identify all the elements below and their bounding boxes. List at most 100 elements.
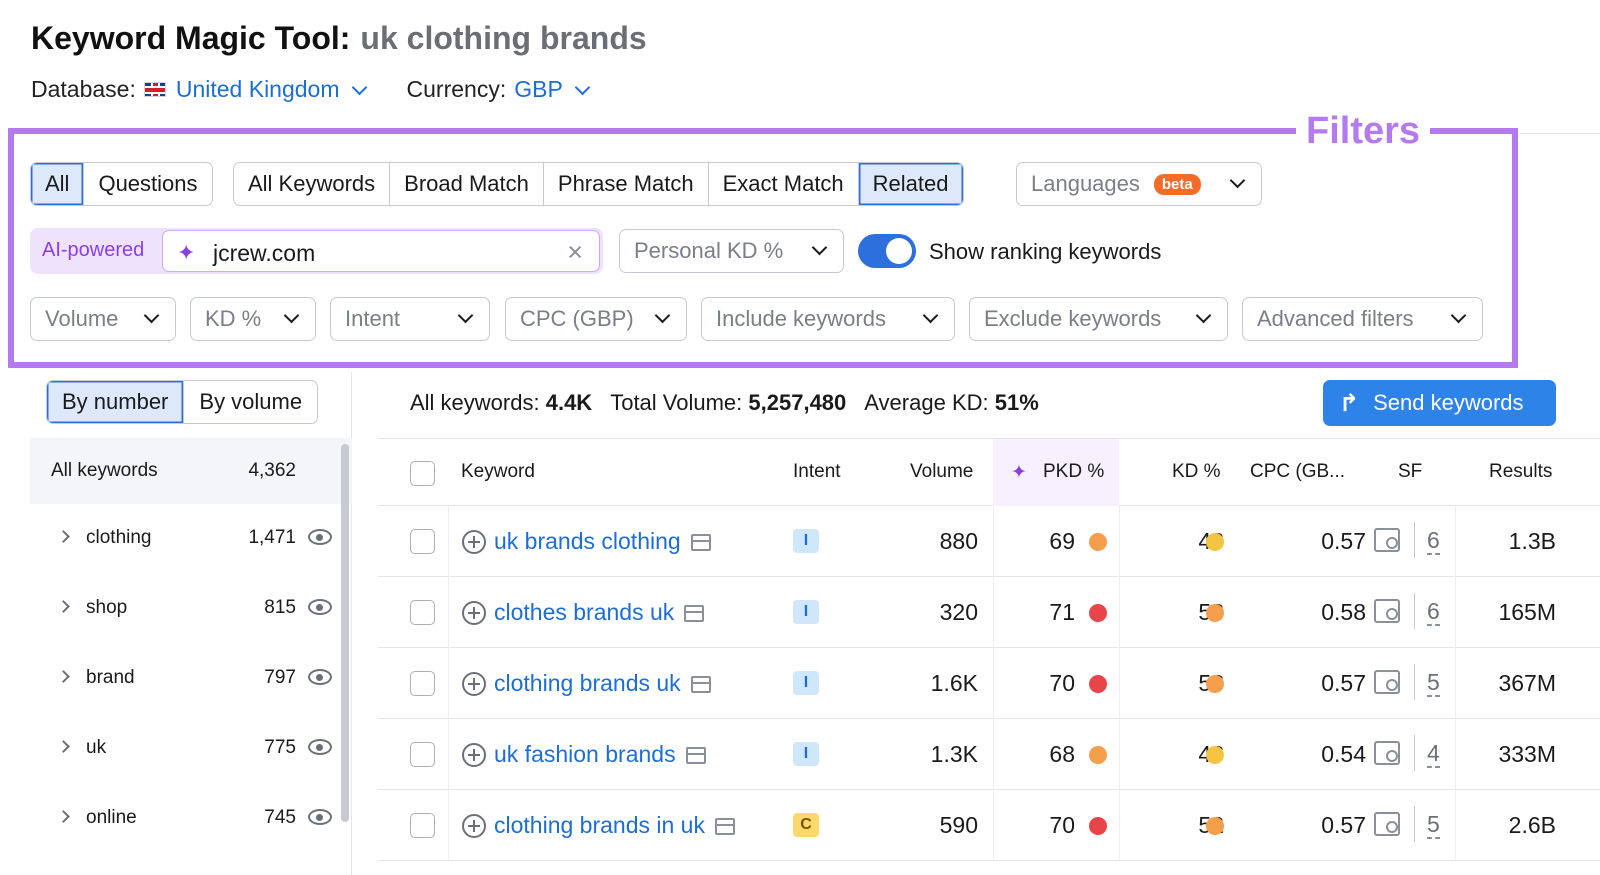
- eye-icon[interactable]: [308, 529, 332, 545]
- serp-preview-icon[interactable]: [690, 534, 711, 551]
- chevron-right-icon[interactable]: [57, 670, 70, 683]
- tab-all-keywords[interactable]: All Keywords: [234, 163, 391, 205]
- add-keyword-icon[interactable]: [462, 814, 486, 838]
- add-keyword-icon[interactable]: [462, 672, 486, 696]
- serp-features-count[interactable]: 6: [1427, 527, 1440, 555]
- database-select[interactable]: United Kingdom: [176, 76, 367, 103]
- pkd-difficulty-dot: [1089, 746, 1107, 764]
- send-keywords-button[interactable]: ↱ Send keywords: [1323, 380, 1556, 426]
- tab-by-volume[interactable]: By volume: [199, 389, 303, 414]
- sparkle-icon: ✦: [177, 240, 196, 265]
- keyword-text: clothes brands uk: [494, 599, 675, 625]
- group-count: 797: [264, 667, 296, 688]
- all-keywords-value: 4.4K: [545, 390, 593, 415]
- average-kd-value: 51%: [994, 390, 1039, 415]
- kd-dropdown[interactable]: KD %: [190, 297, 316, 341]
- serp-preview-icon[interactable]: [684, 605, 705, 622]
- serp-preview-icon[interactable]: [714, 818, 735, 835]
- serp-features-count[interactable]: 6: [1427, 598, 1440, 626]
- group-item-uk[interactable]: uk 775: [30, 714, 352, 784]
- kd-difficulty-dot: [1206, 604, 1224, 622]
- tab-phrase-match[interactable]: Phrase Match: [544, 163, 709, 205]
- group-count: 1,471: [248, 527, 296, 548]
- tab-broad-match[interactable]: Broad Match: [390, 163, 544, 205]
- eye-icon[interactable]: [308, 599, 332, 615]
- column-header-pkd[interactable]: PKD %: [1043, 461, 1105, 482]
- personal-kd-dropdown[interactable]: Personal KD %: [619, 229, 844, 273]
- serp-features-icon[interactable]: [1374, 812, 1400, 836]
- cpc-dropdown[interactable]: CPC (GBP): [505, 297, 687, 341]
- serp-preview-icon[interactable]: [685, 747, 706, 764]
- keyword-text: uk brands clothing: [494, 528, 681, 554]
- chevron-right-icon[interactable]: [57, 810, 70, 823]
- pkd-column-highlight: [993, 439, 1119, 506]
- serp-features-icon[interactable]: [1374, 741, 1400, 765]
- add-keyword-icon[interactable]: [462, 743, 486, 767]
- keyword-link[interactable]: uk brands clothing: [494, 528, 711, 555]
- column-header-results[interactable]: Results: [1489, 461, 1553, 482]
- column-header-intent[interactable]: Intent: [793, 461, 841, 482]
- eye-icon[interactable]: [308, 739, 332, 755]
- cpc-value: 0.57: [1321, 812, 1366, 838]
- group-count: 4,362: [248, 460, 296, 481]
- kd-difficulty-dot: [1206, 533, 1224, 551]
- serp-preview-icon[interactable]: [690, 676, 711, 693]
- column-header-keyword[interactable]: Keyword: [461, 461, 535, 482]
- keyword-link[interactable]: clothing brands in uk: [494, 812, 735, 839]
- tab-all[interactable]: All: [31, 163, 85, 205]
- column-header-cpc[interactable]: CPC (GB...: [1250, 461, 1346, 482]
- row-checkbox[interactable]: [410, 671, 435, 696]
- include-keywords-dropdown[interactable]: Include keywords: [701, 297, 955, 341]
- intent-dropdown[interactable]: Intent: [330, 297, 490, 341]
- all-keywords-group[interactable]: All keywords 4,362: [30, 438, 352, 504]
- serp-features-icon[interactable]: [1374, 670, 1400, 694]
- competitor-domain-input[interactable]: ✦ jcrew.com ×: [162, 230, 600, 272]
- group-item-online[interactable]: online 745: [30, 784, 352, 854]
- row-checkbox[interactable]: [410, 529, 435, 554]
- row-checkbox[interactable]: [410, 600, 435, 625]
- exclude-keywords-label: Exclude keywords: [984, 306, 1162, 331]
- tab-by-number[interactable]: By number: [47, 381, 185, 423]
- volume-value: 590: [939, 812, 978, 838]
- column-header-sf[interactable]: SF: [1398, 461, 1423, 482]
- tab-questions[interactable]: Questions: [98, 171, 198, 196]
- serp-features-icon[interactable]: [1374, 599, 1400, 623]
- serp-features-count[interactable]: 5: [1427, 669, 1440, 697]
- group-item-clothing[interactable]: clothing 1,471: [30, 504, 352, 574]
- tab-related[interactable]: Related: [858, 163, 963, 205]
- keyword-link[interactable]: clothing brands uk: [494, 670, 711, 697]
- languages-dropdown[interactable]: Languages beta: [1016, 162, 1262, 206]
- keyword-link[interactable]: uk fashion brands: [494, 741, 706, 768]
- tab-exact-match[interactable]: Exact Match: [709, 163, 859, 205]
- group-item-shop[interactable]: shop 815: [30, 574, 352, 644]
- column-header-volume[interactable]: Volume: [910, 461, 974, 482]
- volume-dropdown[interactable]: Volume: [30, 297, 176, 341]
- exclude-keywords-dropdown[interactable]: Exclude keywords: [969, 297, 1228, 341]
- eye-icon[interactable]: [308, 669, 332, 685]
- chevron-right-icon[interactable]: [57, 600, 70, 613]
- add-keyword-icon[interactable]: [462, 601, 486, 625]
- chevron-right-icon[interactable]: [57, 740, 70, 753]
- chevron-down-icon: [1229, 172, 1246, 189]
- keyword-link[interactable]: clothes brands uk: [494, 599, 705, 626]
- serp-features-icon[interactable]: [1374, 528, 1400, 552]
- add-keyword-icon[interactable]: [462, 530, 486, 554]
- advanced-filters-dropdown[interactable]: Advanced filters: [1242, 297, 1483, 341]
- show-ranking-toggle[interactable]: [858, 234, 916, 268]
- serp-features-count[interactable]: 4: [1427, 740, 1440, 768]
- pkd-value: 70: [1049, 812, 1075, 838]
- intent-badge: I: [793, 671, 819, 695]
- column-header-kd[interactable]: KD %: [1172, 461, 1221, 482]
- chevron-right-icon[interactable]: [57, 530, 70, 543]
- row-checkbox[interactable]: [410, 813, 435, 838]
- select-all-checkbox[interactable]: [410, 461, 435, 486]
- sidebar-scrollbar[interactable]: [341, 444, 349, 822]
- serp-features-count[interactable]: 5: [1427, 811, 1440, 839]
- row-checkbox[interactable]: [410, 742, 435, 767]
- table-row: clothing brands uk I 1.6K 70 53 0.57 5 3…: [378, 648, 1600, 719]
- chevron-down-icon: [143, 307, 160, 324]
- currency-select[interactable]: GBP: [514, 76, 591, 103]
- eye-icon[interactable]: [308, 809, 332, 825]
- close-icon[interactable]: ×: [567, 237, 583, 267]
- group-item-brand[interactable]: brand 797: [30, 644, 352, 714]
